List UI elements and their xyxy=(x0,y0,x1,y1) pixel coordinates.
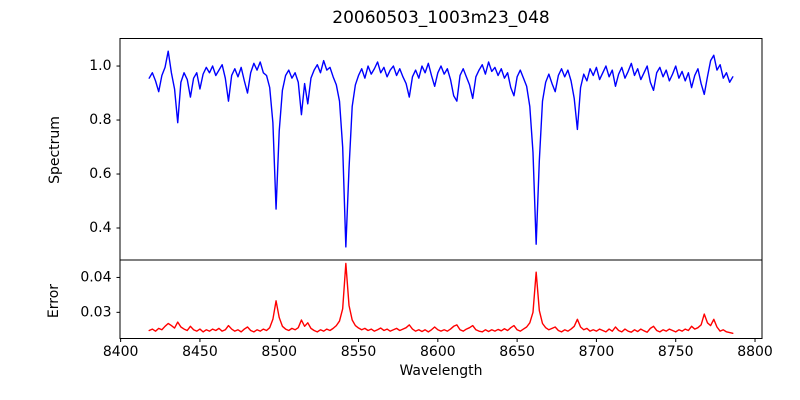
spectrum-y-tick-label: 1.0 xyxy=(89,58,111,74)
x-tick-label: 8750 xyxy=(658,344,694,360)
chart-title: 20060503_1003m23_048 xyxy=(332,8,550,28)
spectrum-y-tick-label: 0.4 xyxy=(89,220,111,236)
x-tick-label: 8600 xyxy=(420,344,456,360)
spectrum-line xyxy=(148,50,734,248)
spectrum-y-axis-label: Spectrum xyxy=(47,116,63,184)
x-axis-label: Wavelength xyxy=(399,363,483,379)
x-tick-label: 8500 xyxy=(261,344,297,360)
x-tick-label: 8400 xyxy=(103,344,139,360)
spectrum-y-tick-label: 0.8 xyxy=(89,112,111,128)
x-tick-label: 8550 xyxy=(341,344,377,360)
error-y-tick-label: 0.04 xyxy=(80,269,111,285)
error-y-tick-label: 0.03 xyxy=(80,304,111,320)
x-tick-label: 8650 xyxy=(499,344,535,360)
x-tick-label: 8450 xyxy=(182,344,218,360)
error-panel-border xyxy=(119,259,763,339)
x-tick-label: 8700 xyxy=(579,344,615,360)
x-tick-label: 8800 xyxy=(737,344,773,360)
error-line xyxy=(148,262,734,334)
spectrum-y-tick-label: 0.6 xyxy=(89,166,111,182)
error-y-axis-label: Error xyxy=(46,283,62,319)
